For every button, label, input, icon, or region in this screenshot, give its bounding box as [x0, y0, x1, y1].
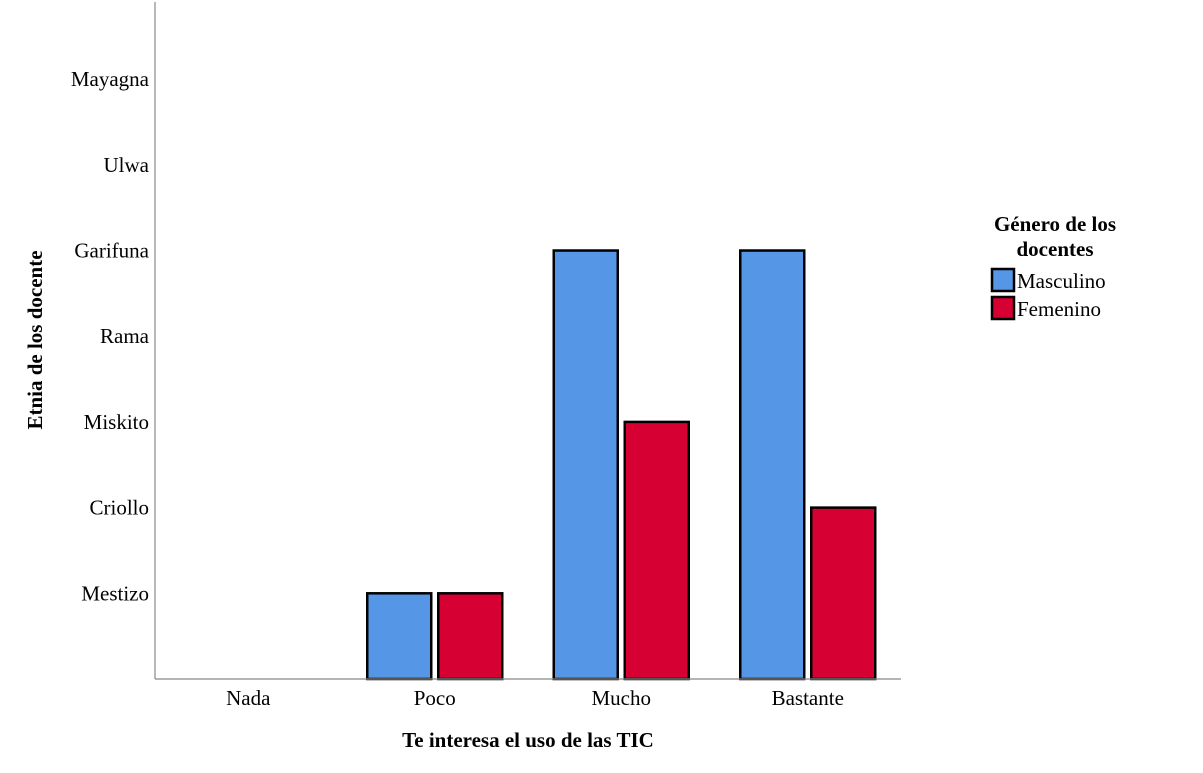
bar-masculino-poco	[366, 592, 433, 681]
legend: Género de los docentes Masculino Femenino	[990, 212, 1116, 321]
bar-masculino-bastante	[739, 249, 806, 681]
y-axis-tick-labels: Mestizo Criollo Miskito Rama Garifuna Ulwa May…	[71, 67, 150, 605]
bar-femenino-bastante	[810, 506, 877, 681]
y-tick-label: Garifuna	[74, 239, 149, 263]
legend-items: Masculino Femenino	[990, 267, 1106, 321]
y-axis-title: Etnia de los docente	[23, 250, 47, 429]
legend-label-masculino: Masculino	[1017, 269, 1106, 293]
y-tick-label: Miskito	[84, 410, 149, 434]
y-tick-label: Rama	[100, 324, 150, 348]
x-tick-label: Bastante	[772, 686, 844, 710]
legend-title-line-2: docentes	[1017, 237, 1094, 261]
x-axis-title: Te interesa el uso de las TIC	[402, 728, 654, 752]
bar-femenino-poco	[437, 592, 504, 681]
legend-swatch-femenino	[990, 295, 1016, 321]
x-tick-label: Nada	[226, 686, 271, 710]
x-axis-tick-labels: Nada Poco Mucho Bastante	[226, 686, 844, 710]
y-tick-label: Ulwa	[104, 153, 150, 177]
x-tick-label: Poco	[414, 686, 456, 710]
legend-title-line-1: Género de los	[994, 212, 1116, 236]
y-tick-label: Mayagna	[71, 67, 150, 91]
y-tick-label: Mestizo	[81, 581, 149, 605]
bars	[366, 249, 877, 681]
legend-swatch-masculino	[990, 267, 1016, 293]
legend-label-femenino: Femenino	[1017, 297, 1101, 321]
axes	[154, 2, 901, 680]
bar-femenino-mucho	[623, 420, 690, 681]
x-tick-label: Mucho	[592, 686, 652, 710]
y-tick-label: Criollo	[89, 496, 149, 520]
bar-masculino-mucho	[552, 249, 619, 681]
